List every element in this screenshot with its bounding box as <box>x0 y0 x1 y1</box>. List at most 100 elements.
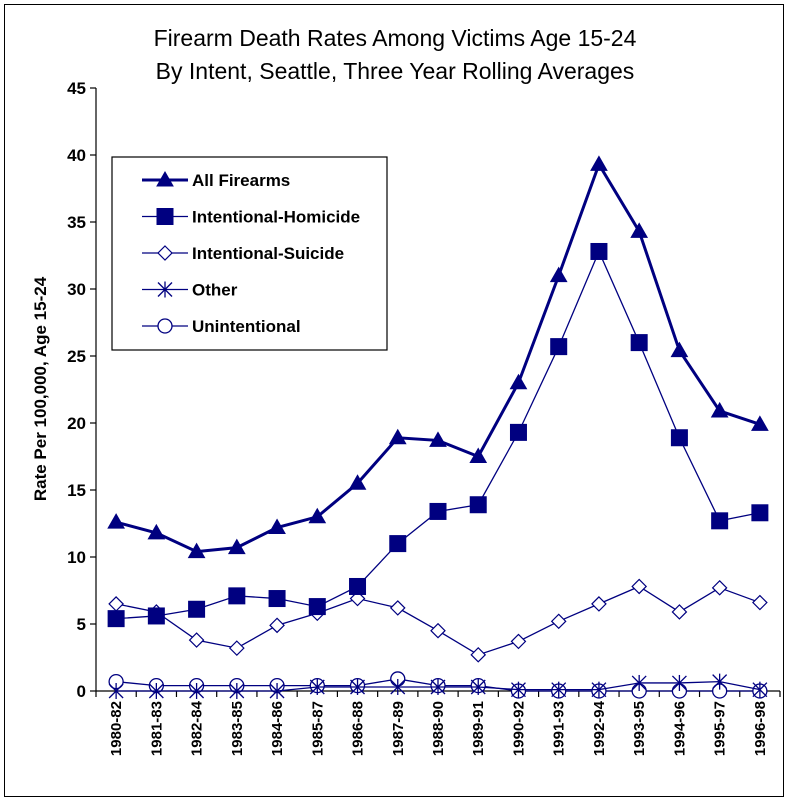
data-point <box>591 596 607 612</box>
y-tick-label: 15 <box>67 481 86 500</box>
data-point <box>631 674 647 691</box>
data-point <box>671 604 688 620</box>
x-tick-label: 1980-82 <box>108 701 125 756</box>
legend-label: Unintentional <box>192 317 301 336</box>
data-point <box>630 334 648 352</box>
chart-subtitle: By Intent, Seattle, Three Year Rolling A… <box>156 58 635 84</box>
data-point <box>228 587 246 605</box>
data-point <box>108 596 124 612</box>
series-layer <box>107 155 769 699</box>
x-tick-label: 1982-84 <box>189 700 206 756</box>
data-point <box>389 535 407 553</box>
series-intentional-suicide <box>108 578 768 663</box>
legend-marker <box>156 170 174 187</box>
data-point <box>511 681 526 698</box>
legend-label: Intentional-Suicide <box>192 244 344 263</box>
chart-title: Firearm Death Rates Among Victims Age 15… <box>154 25 637 51</box>
data-point <box>591 681 607 698</box>
data-point <box>549 266 568 283</box>
data-point <box>148 683 164 699</box>
y-tick-label: 45 <box>67 79 86 98</box>
data-point <box>268 518 286 535</box>
data-point <box>510 633 527 650</box>
data-point <box>389 600 406 616</box>
data-point <box>188 632 205 648</box>
x-tick-label: 1987-89 <box>390 701 407 756</box>
data-point <box>710 401 729 418</box>
data-point <box>751 504 769 522</box>
data-point <box>269 683 285 699</box>
data-point <box>108 683 124 699</box>
data-point <box>590 242 608 260</box>
data-point <box>430 622 446 639</box>
data-point <box>227 538 246 555</box>
series-other <box>108 673 768 699</box>
data-point <box>751 415 769 431</box>
chart-frame <box>4 4 784 797</box>
data-point <box>349 590 366 607</box>
data-point <box>551 681 567 698</box>
data-point <box>309 678 325 695</box>
data-point <box>752 594 768 611</box>
data-point <box>712 673 728 690</box>
x-tick-label: 1992-94 <box>591 700 608 756</box>
legend-item: Intentional-Homicide <box>142 208 360 227</box>
data-point <box>228 640 245 656</box>
data-point <box>429 431 447 447</box>
data-point <box>349 577 367 595</box>
data-point <box>550 338 568 356</box>
x-tick-label: 1993-95 <box>631 701 648 756</box>
data-point <box>308 507 327 524</box>
data-point <box>430 678 446 695</box>
legend-marker <box>157 318 173 334</box>
data-point <box>509 373 528 390</box>
legend-label: Other <box>192 281 238 300</box>
legend-item: Intentional-Suicide <box>142 244 344 263</box>
data-point <box>350 678 365 695</box>
x-tick-label: 1994-96 <box>671 701 688 756</box>
data-point <box>107 610 125 628</box>
data-point <box>308 598 326 616</box>
y-axis-label: Rate Per 100,000, Age 15-24 <box>31 276 50 501</box>
legend-item: Other <box>142 281 238 300</box>
y-tick-label: 25 <box>67 347 86 366</box>
legend-label: All Firearms <box>192 171 290 190</box>
y-tick-label: 5 <box>77 615 86 634</box>
data-point <box>229 683 245 699</box>
x-tick-label: 1989-91 <box>470 701 487 756</box>
legend-item: All Firearms <box>142 170 290 190</box>
axes: 0 5 10 15 20 25 30 35 40 45 1980-82 1981-83 1982-84 1… <box>67 79 781 756</box>
data-point <box>187 542 206 559</box>
data-point <box>429 502 447 520</box>
y-tick-label: 40 <box>67 146 86 165</box>
series-line <box>115 585 761 656</box>
x-tick-label: 1986-88 <box>350 701 367 756</box>
data-point <box>388 428 407 445</box>
x-tick-label: 1990-92 <box>510 701 527 756</box>
data-point <box>469 496 487 514</box>
y-tick-label: 0 <box>77 682 86 701</box>
y-tick-label: 10 <box>67 548 86 567</box>
series-intentional-homicide <box>107 242 769 628</box>
data-point <box>670 341 689 358</box>
legend-marker <box>157 245 173 261</box>
data-point <box>147 607 165 625</box>
data-point <box>470 678 486 695</box>
data-point <box>188 600 206 618</box>
x-tick-label: 1984-86 <box>269 701 286 756</box>
legend: All Firearms Intentional-Homicide Intentio… <box>111 156 388 351</box>
data-point <box>752 681 768 698</box>
data-point <box>390 678 406 695</box>
x-tick-label: 1981-83 <box>148 701 165 756</box>
x-tick-label: 1996-98 <box>752 701 769 756</box>
y-tick-label: 20 <box>67 414 86 433</box>
data-point <box>630 222 649 238</box>
data-point <box>550 613 567 630</box>
data-point <box>711 579 728 596</box>
data-point <box>469 447 488 463</box>
data-point <box>670 429 688 447</box>
data-point <box>147 523 166 540</box>
legend-label: Intentional-Homicide <box>192 208 360 227</box>
data-point <box>711 512 729 530</box>
